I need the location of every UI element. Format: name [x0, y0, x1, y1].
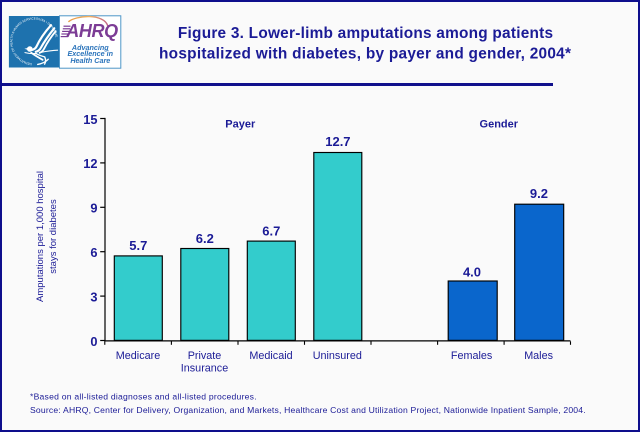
svg-text:Advancing: Advancing [71, 43, 109, 52]
svg-text:6.7: 6.7 [262, 223, 280, 238]
svg-text:AHRQ: AHRQ [65, 21, 118, 41]
svg-text:12: 12 [83, 156, 97, 171]
svg-text:hospitalized with diabetes, by: hospitalized with diabetes, by payer and… [159, 45, 571, 62]
svg-text:6.2: 6.2 [196, 231, 214, 246]
svg-text:stays for diabetes: stays for diabetes [48, 199, 59, 274]
svg-text:Females: Females [451, 350, 493, 362]
svg-text:15: 15 [83, 112, 97, 127]
svg-text:Medicaid: Medicaid [249, 350, 292, 362]
svg-text:5.7: 5.7 [129, 238, 147, 253]
svg-text:Private: Private [188, 350, 222, 362]
svg-text:12.7: 12.7 [325, 134, 350, 149]
svg-text:Figure 3. Lower-limb amputatio: Figure 3. Lower-limb amputations among p… [178, 25, 553, 42]
svg-text:Source: AHRQ, Center for Deliv: Source: AHRQ, Center for Delivery, Organ… [30, 405, 586, 415]
svg-text:9: 9 [90, 201, 97, 216]
svg-text:3: 3 [90, 289, 97, 304]
svg-text:Payer: Payer [225, 118, 256, 130]
svg-text:Uninsured: Uninsured [313, 350, 362, 362]
svg-text:0: 0 [90, 334, 97, 349]
svg-text:Health Care: Health Care [70, 56, 110, 65]
svg-text:6: 6 [90, 245, 97, 260]
svg-text:*Based on all-listed diagnoses: *Based on all-listed diagnoses and all-l… [30, 392, 257, 402]
svg-text:4.0: 4.0 [463, 264, 481, 279]
svg-text:Males: Males [524, 350, 553, 362]
svg-text:Amputations per 1,000 hospital: Amputations per 1,000 hospital [35, 171, 46, 302]
svg-text:Insurance: Insurance [181, 363, 228, 375]
svg-text:Excellence in: Excellence in [68, 49, 114, 58]
svg-text:Medicare: Medicare [116, 350, 160, 362]
svg-text:Gender: Gender [480, 119, 519, 131]
svg-text:9.2: 9.2 [530, 186, 548, 201]
